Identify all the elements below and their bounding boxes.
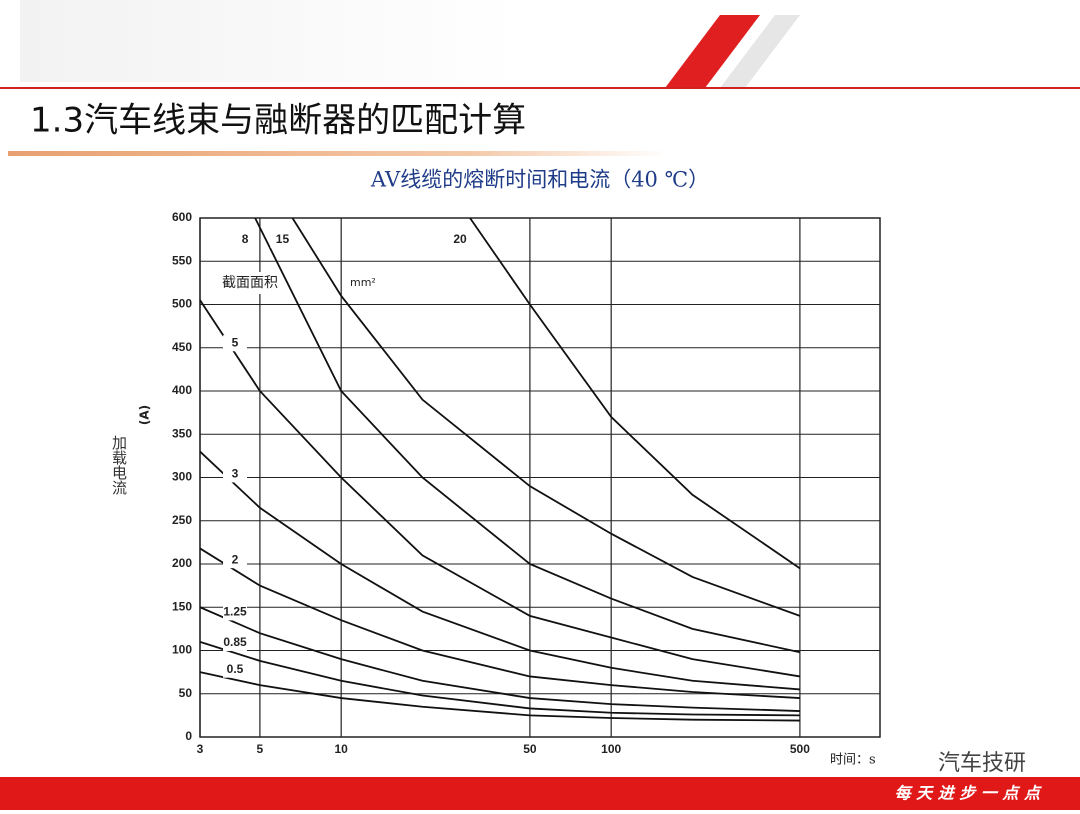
title-underline <box>8 151 668 156</box>
y-tick-label: 250 <box>172 513 192 527</box>
y-tick-label: 600 <box>172 210 192 224</box>
curve-label: 3 <box>232 467 239 481</box>
x-tick-label: 500 <box>790 742 810 756</box>
legend-unit: mm² <box>350 276 376 289</box>
curve-label: 15 <box>276 232 290 246</box>
curve-label-bg <box>448 232 473 248</box>
curve-label: 1.25 <box>223 605 247 619</box>
x-tick-label: 100 <box>601 742 621 756</box>
curve-label-bg <box>223 552 247 569</box>
curve-label: 0.85 <box>223 635 247 649</box>
y-tick-label: 300 <box>172 470 192 484</box>
y-tick-label: 450 <box>172 340 192 354</box>
legend-title: 截面面积 <box>222 275 278 291</box>
y-tick-label: 500 <box>172 297 192 311</box>
legend-title-bg <box>205 272 305 294</box>
slide-title: 1.3汽车线束与融断器的匹配计算 <box>30 101 526 141</box>
curve <box>254 217 801 654</box>
curve-label: 0.5 <box>227 662 244 676</box>
y-tick-label: 400 <box>172 383 192 397</box>
y-tick-label: 100 <box>172 643 192 657</box>
curve-label: 8 <box>242 232 249 246</box>
curve-label-bg <box>270 232 295 248</box>
watermark: 汽车技研 <box>938 751 1026 776</box>
curve <box>199 606 800 712</box>
curve-label-bg <box>223 634 247 651</box>
curve <box>199 299 801 678</box>
curve-label-bg <box>223 661 247 678</box>
y-tick-label: 200 <box>172 556 192 570</box>
curve-label: 2 <box>232 552 239 566</box>
curve <box>199 640 800 717</box>
header-stripe <box>665 15 760 88</box>
y-tick-label: 150 <box>172 599 192 613</box>
chart-title: AV线缆的熔断时间和电流（40 ℃） <box>370 168 709 192</box>
footer-bar <box>0 777 1080 810</box>
curve <box>199 671 800 722</box>
x-tick-label: 5 <box>257 742 264 756</box>
y-tick-label: 550 <box>172 253 192 267</box>
x-tick-label: 3 <box>197 742 204 756</box>
y-tick-label: 50 <box>179 686 193 700</box>
x-tick-label: 50 <box>523 742 537 756</box>
x-axis-label: 时间：s <box>830 753 876 768</box>
curve-label-bg <box>223 604 247 621</box>
curve <box>291 217 801 617</box>
y-axis-unit: (A) <box>138 405 152 425</box>
curve-label: 20 <box>453 232 467 246</box>
y-tick-label: 0 <box>185 729 192 743</box>
curve-label: 5 <box>232 335 239 349</box>
header-band <box>20 0 520 82</box>
x-tick-label: 10 <box>334 742 348 756</box>
curve-label-bg <box>223 335 247 352</box>
curve-label-bg <box>233 232 258 248</box>
curve <box>199 450 800 691</box>
footer-slogan: 每 天 进 步 一 点 点 <box>895 784 1042 803</box>
curve <box>469 217 801 570</box>
header-stripe <box>720 15 800 88</box>
y-axis-label: 加载电流 <box>110 435 128 496</box>
curve <box>199 547 800 699</box>
curve-label-bg <box>223 466 247 483</box>
y-tick-label: 350 <box>172 426 192 440</box>
